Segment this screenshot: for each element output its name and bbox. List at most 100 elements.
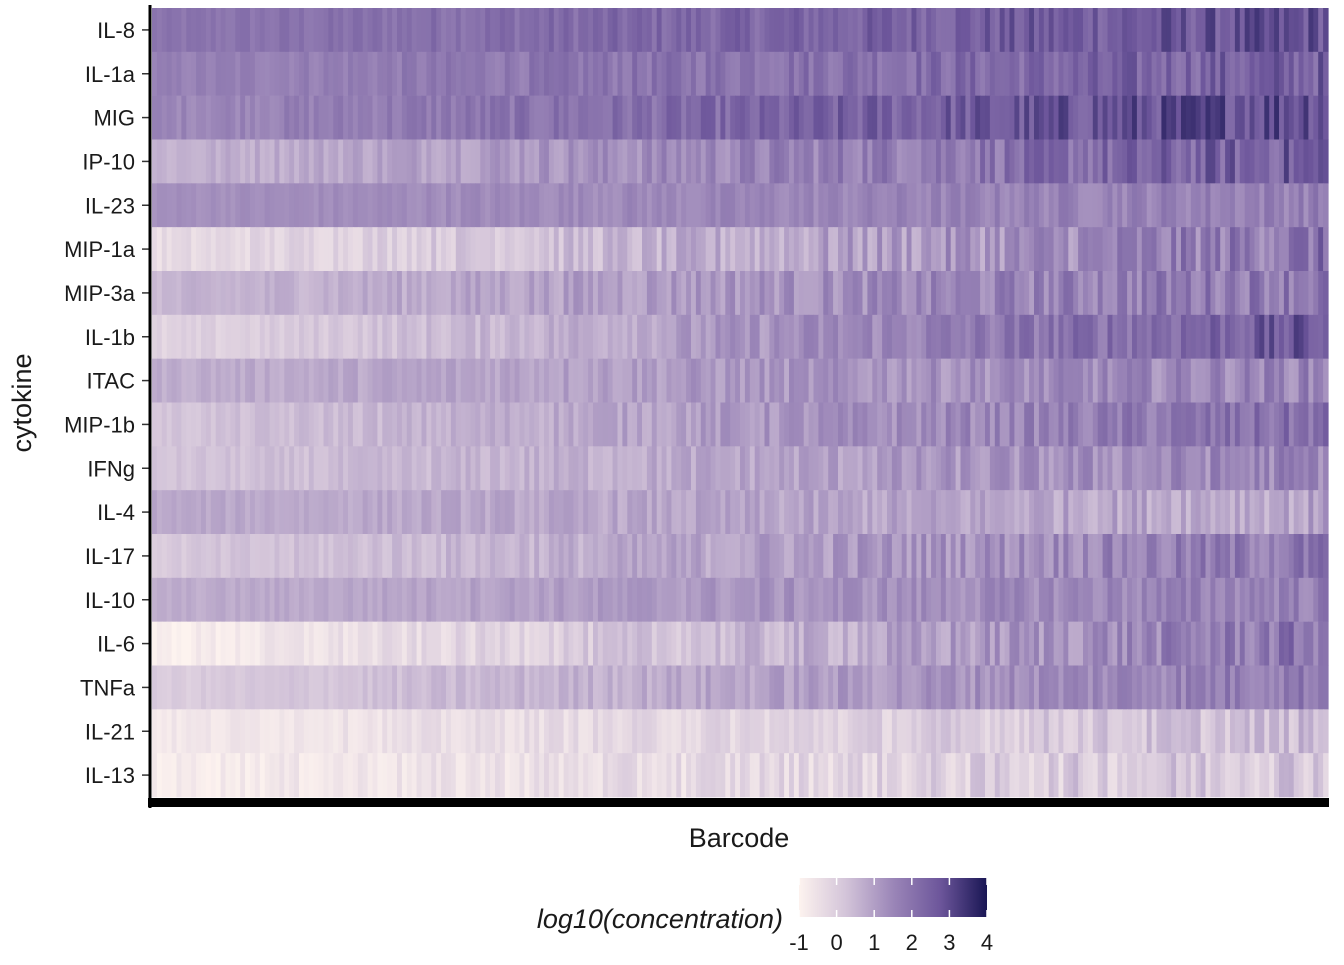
heatmap-cell — [1210, 665, 1216, 710]
heatmap-cell — [205, 8, 212, 53]
heatmap-cell — [465, 446, 472, 491]
heatmap-cell — [818, 139, 824, 184]
heatmap-cell — [784, 709, 790, 754]
heatmap-cell — [779, 314, 785, 359]
heatmap-cell — [230, 358, 236, 403]
heatmap-cell — [465, 534, 472, 579]
heatmap-cell — [166, 8, 173, 53]
heatmap-cell — [161, 446, 168, 491]
heatmap-cell — [882, 271, 888, 316]
heatmap-cell — [607, 534, 614, 579]
heatmap-cell — [1048, 139, 1055, 184]
heatmap-cell — [299, 271, 305, 316]
heatmap-cell — [495, 490, 501, 535]
heatmap-cell — [1058, 139, 1064, 184]
heatmap-cell — [975, 709, 981, 754]
heatmap-cell — [1029, 446, 1035, 491]
heatmap-cell — [627, 314, 633, 359]
heatmap-cell — [1156, 665, 1162, 710]
heatmap-cell — [1156, 183, 1162, 228]
heatmap-cell — [264, 490, 271, 535]
heatmap-cell — [1220, 358, 1226, 403]
heatmap-cell — [1127, 51, 1133, 96]
heatmap-cell — [891, 402, 898, 447]
heatmap-cell — [926, 8, 932, 53]
heatmap-cell — [1220, 227, 1226, 272]
heatmap-cell — [1239, 709, 1246, 754]
heatmap-cell — [828, 139, 834, 184]
heatmap-cell — [509, 95, 516, 140]
heatmap-cell — [989, 139, 996, 184]
heatmap-cell — [343, 183, 349, 228]
heatmap-cell — [651, 183, 658, 228]
heatmap-cell — [1166, 709, 1172, 754]
heatmap-cell — [1293, 139, 1300, 184]
heatmap-cell — [152, 621, 158, 666]
heatmap-cell — [259, 621, 266, 666]
heatmap-cell — [544, 490, 550, 535]
heatmap-cell — [857, 183, 864, 228]
heatmap-cell — [602, 665, 609, 710]
heatmap-cell — [1019, 8, 1025, 53]
heatmap-cell — [573, 8, 579, 53]
heatmap-cell — [1259, 577, 1265, 622]
heatmap-cell — [715, 621, 721, 666]
heatmap-cell — [681, 534, 687, 579]
heatmap-cell — [661, 402, 668, 447]
heatmap-cell — [867, 8, 873, 53]
heatmap-cell — [299, 314, 305, 359]
heatmap-cell — [1004, 95, 1011, 140]
heatmap-cell — [1230, 95, 1236, 140]
heatmap-cell — [1029, 577, 1035, 622]
heatmap-cell — [1078, 534, 1084, 579]
heatmap-cell — [529, 227, 535, 272]
heatmap-cell — [1141, 621, 1148, 666]
heatmap-cell — [426, 402, 432, 447]
heatmap-cell — [1029, 227, 1035, 272]
heatmap-cell — [759, 709, 766, 754]
heatmap-cell — [950, 665, 957, 710]
heatmap-cell — [622, 358, 628, 403]
heatmap-cell — [490, 183, 496, 228]
heatmap-cell — [1097, 621, 1104, 666]
heatmap-cell — [1313, 8, 1319, 53]
heatmap-cell — [284, 358, 290, 403]
heatmap-cell — [813, 402, 819, 447]
heatmap-cell — [166, 490, 173, 535]
heatmap-cell — [480, 51, 486, 96]
heatmap-cell — [646, 709, 653, 754]
heatmap-cell — [676, 709, 682, 754]
heatmap-cell — [1009, 139, 1015, 184]
heatmap-cell — [1215, 139, 1221, 184]
heatmap-cell — [1019, 402, 1025, 447]
heatmap-cell — [759, 183, 766, 228]
heatmap-cell — [1136, 446, 1143, 491]
heatmap-cell — [1034, 271, 1040, 316]
heatmap-cell — [936, 227, 942, 272]
heatmap-cell — [931, 8, 937, 53]
heatmap-cell — [999, 709, 1006, 754]
heatmap-cell — [1220, 534, 1226, 579]
heatmap-cell — [1298, 139, 1305, 184]
heatmap-cell — [352, 446, 359, 491]
heatmap-cell — [740, 358, 746, 403]
heatmap-cell — [519, 577, 525, 622]
heatmap-cell — [215, 227, 222, 272]
heatmap-cell — [362, 753, 369, 798]
heatmap-cell — [1274, 8, 1280, 53]
heatmap-cell — [789, 183, 795, 228]
heatmap-cell — [1249, 753, 1256, 798]
heatmap-cell — [637, 8, 643, 53]
heatmap-cell — [1078, 577, 1084, 622]
heatmap-cell — [499, 402, 506, 447]
heatmap-cell — [1122, 183, 1128, 228]
heatmap-cell — [1166, 577, 1172, 622]
heatmap-cell — [1024, 446, 1030, 491]
heatmap-cell — [720, 490, 726, 535]
heatmap-cell — [235, 446, 241, 491]
heatmap-cell — [1014, 314, 1020, 359]
heatmap-cell — [1107, 534, 1113, 579]
heatmap-cell — [691, 183, 697, 228]
heatmap-cell — [558, 753, 565, 798]
heatmap-cell — [906, 490, 913, 535]
